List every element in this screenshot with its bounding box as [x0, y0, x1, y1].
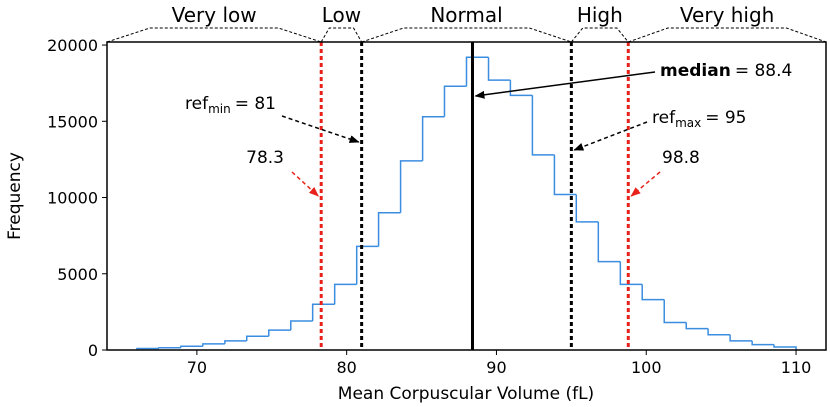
annotation: 98.8 — [662, 148, 700, 168]
histogram-bin — [663, 299, 687, 324]
region-bracket — [106, 27, 322, 43]
histogram-bin — [531, 95, 555, 156]
histogram-bin — [377, 212, 401, 247]
annotation: median = 88.4 — [660, 61, 792, 81]
y-tick-label: 20000 — [47, 36, 98, 55]
histogram-bin — [180, 345, 203, 348]
x-tick-label: 100 — [631, 358, 662, 377]
region-bracket — [320, 27, 363, 43]
annotation-text: = 81 — [235, 94, 276, 114]
histogram-bin — [619, 261, 643, 286]
x-tick-label: 70 — [187, 358, 207, 377]
histogram-bin — [290, 320, 313, 331]
histogram-bin — [246, 335, 269, 341]
plot-frame — [106, 41, 827, 351]
histogram-bin — [224, 340, 247, 344]
region-bracket — [361, 27, 572, 43]
annotation: 78.3 — [246, 148, 284, 168]
histogram-bin — [465, 56, 489, 87]
annotation-name: ref — [652, 108, 676, 128]
annotation: refmax = 95 — [652, 108, 747, 130]
histogram-bin — [399, 160, 423, 213]
x-tick-label: 110 — [781, 358, 812, 377]
histogram-bin — [333, 283, 357, 305]
x-axis-label: Mean Corpuscular Volume (fL) — [338, 384, 594, 404]
histogram-bin — [751, 340, 775, 346]
annotation-name: ref — [185, 94, 209, 114]
annotation-arrow — [630, 171, 661, 197]
annotation-arrow — [291, 171, 319, 197]
region-bracket — [628, 27, 827, 43]
region-label: High — [577, 3, 623, 27]
histogram-bin — [729, 334, 753, 342]
annotation-sub: max — [675, 116, 701, 130]
histogram-bin — [487, 57, 511, 81]
annotation-text: 78.3 — [246, 148, 284, 168]
y-tick-label: 15000 — [47, 112, 98, 131]
annotation: refmin = 81 — [185, 94, 276, 116]
annotation-arrow — [573, 121, 648, 151]
histogram-bin — [707, 328, 731, 336]
region-label: Low — [322, 3, 361, 27]
y-tick-label: 0 — [88, 341, 98, 360]
annotation-sub: min — [208, 102, 231, 116]
annotation-text: 98.8 — [662, 148, 700, 168]
histogram-bin — [773, 344, 797, 350]
histogram-bin — [685, 322, 709, 330]
histogram-bin — [421, 115, 445, 161]
histogram-bin — [597, 221, 621, 263]
histogram-bin — [311, 303, 335, 322]
histogram-bin — [158, 346, 181, 349]
region-label: Normal — [430, 3, 502, 27]
histogram-bin — [641, 284, 665, 301]
region-label: Very low — [172, 3, 257, 27]
annotation-arrow — [474, 71, 656, 99]
y-tick-label: 10000 — [47, 189, 98, 208]
region-bracket — [570, 27, 629, 43]
histogram-bin — [355, 245, 379, 285]
x-tick-label: 80 — [336, 358, 356, 377]
annotation-text: = 88.4 — [735, 61, 793, 81]
annotation-text: = 95 — [705, 108, 746, 128]
histogram-bin — [443, 85, 467, 117]
histogram-bin — [268, 329, 291, 337]
annotation-name: median — [660, 61, 731, 81]
region-label: Very high — [680, 3, 774, 27]
histogram-bin — [202, 343, 225, 347]
y-tick-label: 5000 — [57, 265, 98, 284]
histogram-bin — [553, 154, 577, 196]
y-axis-label: Frequency — [5, 152, 25, 240]
histogram-bin — [575, 194, 599, 223]
x-tick-label: 90 — [486, 358, 506, 377]
histogram-bin — [509, 80, 533, 97]
